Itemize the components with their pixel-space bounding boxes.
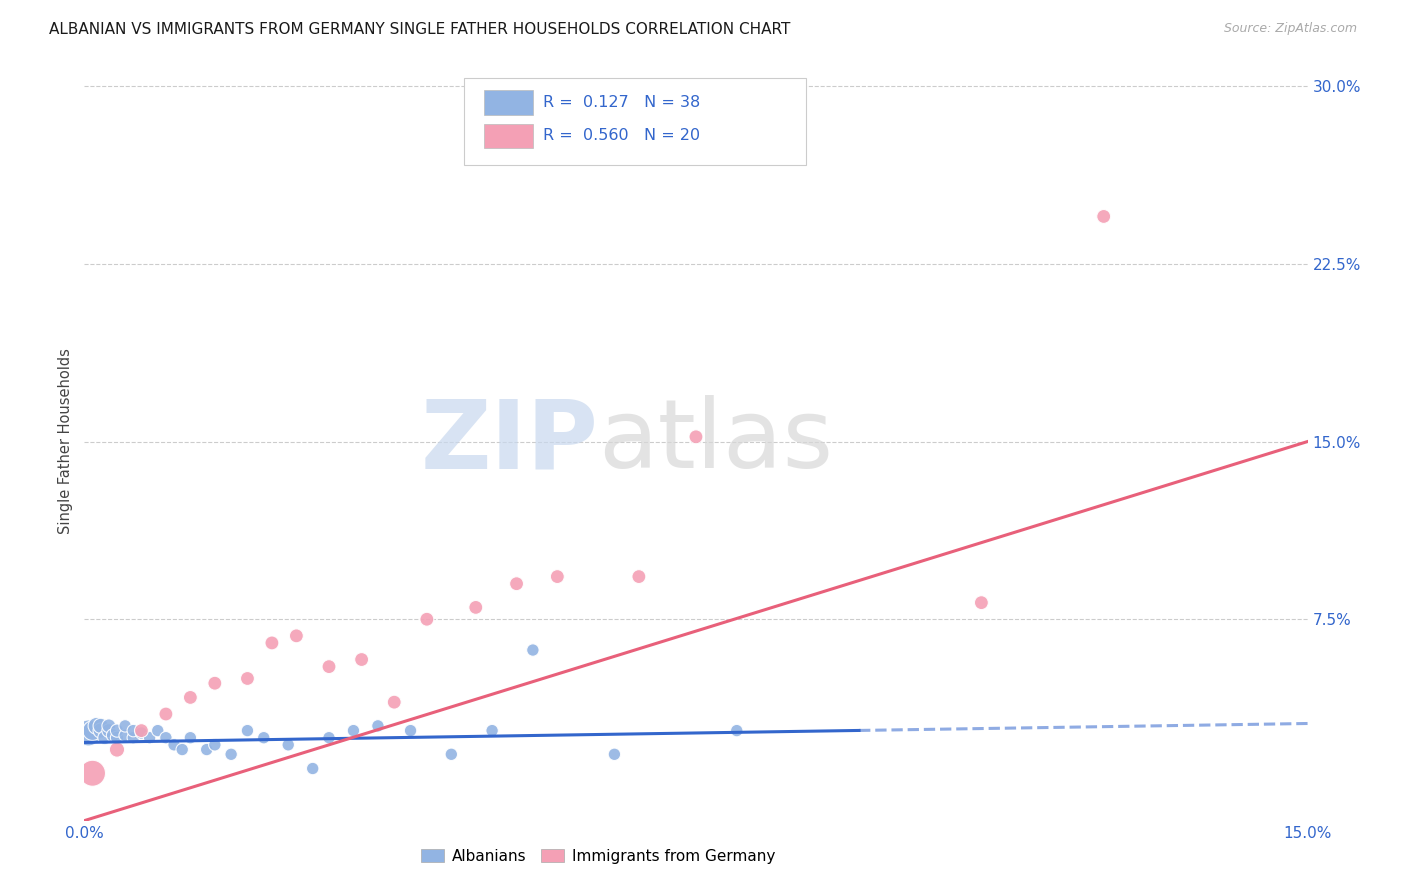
Point (367, 719, 389, 733)
Point (155, 731, 177, 745)
Text: R =  0.127   N = 38: R = 0.127 N = 38 (543, 95, 700, 110)
FancyBboxPatch shape (484, 124, 533, 148)
Point (86, 719, 108, 733)
Point (416, 612, 439, 626)
Point (195, 742, 218, 756)
FancyBboxPatch shape (484, 90, 533, 115)
Point (627, 569, 650, 583)
Point (236, 672, 259, 686)
Text: ALBANIAN VS IMMIGRANTS FROM GERMANY SINGLE FATHER HOUSEHOLDS CORRELATION CHART: ALBANIAN VS IMMIGRANTS FROM GERMANY SING… (49, 22, 790, 37)
Text: R =  0.560   N = 20: R = 0.560 N = 20 (543, 128, 700, 144)
Point (105, 731, 128, 745)
Point (1092, 210, 1115, 224)
Point (105, 723, 128, 738)
Point (204, 676, 226, 690)
Point (114, 728, 136, 742)
Text: atlas: atlas (598, 395, 834, 488)
Point (131, 723, 153, 738)
Text: ZIP: ZIP (420, 395, 598, 488)
Point (146, 723, 169, 738)
Point (97, 723, 120, 738)
Point (318, 731, 340, 745)
Point (114, 719, 136, 733)
Point (522, 643, 544, 657)
Point (481, 723, 503, 738)
Point (155, 706, 177, 721)
Point (93, 731, 115, 745)
Point (172, 742, 194, 756)
Point (277, 738, 299, 752)
Point (219, 747, 242, 762)
Point (105, 742, 128, 756)
Point (603, 747, 626, 762)
Point (546, 569, 568, 583)
Point (236, 723, 259, 738)
Point (970, 596, 993, 610)
Point (342, 723, 364, 738)
Point (440, 747, 463, 762)
Point (399, 723, 422, 738)
Point (82, 723, 104, 738)
Point (318, 659, 340, 673)
Point (90, 719, 112, 733)
Point (122, 731, 145, 745)
Point (90, 723, 112, 738)
Point (685, 430, 707, 444)
Point (82, 766, 104, 780)
Point (179, 731, 201, 745)
Point (97, 719, 120, 733)
Y-axis label: Single Father Households: Single Father Households (58, 349, 73, 534)
Point (260, 636, 283, 650)
Point (505, 576, 527, 591)
Point (138, 731, 160, 745)
Point (77, 726, 100, 740)
Point (301, 762, 323, 776)
Point (122, 723, 145, 738)
Point (131, 726, 153, 740)
Legend: Albanians, Immigrants from Germany: Albanians, Immigrants from Germany (415, 843, 782, 870)
FancyBboxPatch shape (464, 78, 806, 165)
Point (163, 738, 186, 752)
Text: Source: ZipAtlas.com: Source: ZipAtlas.com (1223, 22, 1357, 36)
Point (350, 652, 373, 666)
Point (179, 690, 201, 705)
Point (725, 723, 748, 738)
Point (253, 731, 276, 745)
Point (464, 600, 486, 615)
Point (204, 738, 226, 752)
Point (285, 629, 308, 643)
Point (101, 728, 124, 742)
Point (382, 695, 405, 709)
